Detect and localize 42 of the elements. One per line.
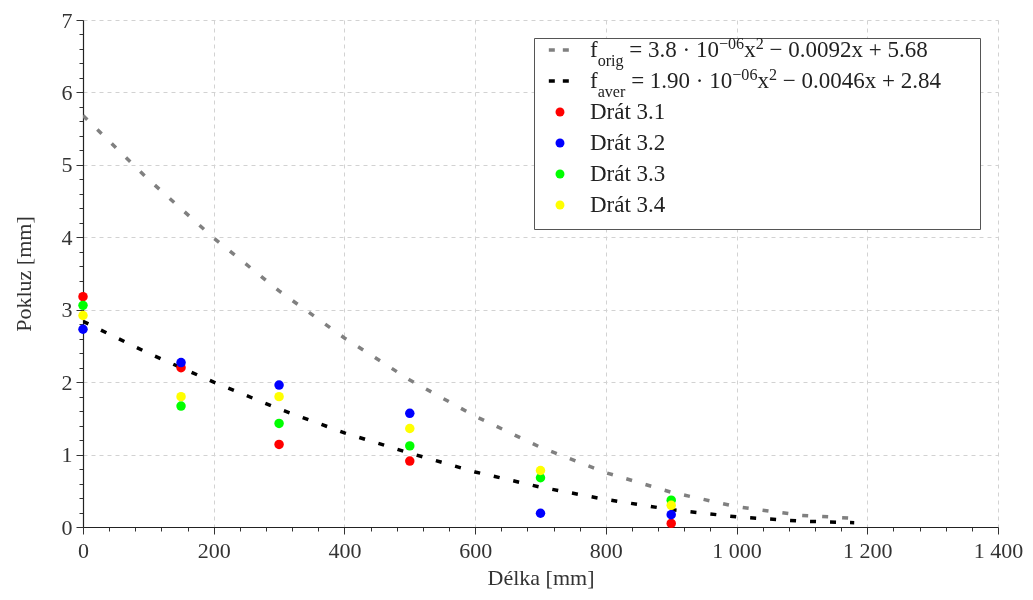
point <box>535 508 546 518</box>
point <box>78 300 88 311</box>
y-tick-label: 7 <box>61 7 73 33</box>
y-tick-label: 0 <box>61 514 73 540</box>
point <box>535 465 546 476</box>
x-tick-label: 0 <box>78 537 89 563</box>
legend-label: Drát 3.1 <box>590 99 666 124</box>
point <box>176 357 186 368</box>
point <box>666 509 676 520</box>
y-tick-label: 5 <box>61 152 73 178</box>
legend-label: Drát 3.2 <box>590 130 666 155</box>
point <box>274 439 284 450</box>
y-tick-label: 6 <box>61 79 73 105</box>
point <box>405 441 415 451</box>
point <box>176 391 186 402</box>
point <box>666 518 676 529</box>
point <box>274 391 284 402</box>
point <box>78 324 88 334</box>
y-tick-label: 4 <box>61 224 73 250</box>
x-tick-label: 1 000 <box>712 537 762 563</box>
point <box>405 456 415 466</box>
point <box>78 310 88 321</box>
point <box>274 380 284 390</box>
point <box>405 423 415 434</box>
x-tick-label: 1 200 <box>843 537 893 563</box>
x-tick-label: 600 <box>459 537 493 563</box>
x-tick-label: 400 <box>328 537 362 563</box>
y-tick-label: 1 <box>61 442 73 468</box>
x-tick-label: 1 400 <box>973 537 1024 563</box>
y-tick-label: 2 <box>61 369 73 395</box>
legend-label: Drát 3.3 <box>590 161 666 186</box>
legend-label: Drát 3.4 <box>590 192 666 217</box>
point <box>78 291 88 302</box>
x-tick-label: 200 <box>197 537 231 563</box>
y-axis-title: Pokluz [mm] <box>10 216 36 332</box>
x-tick-label: 800 <box>589 537 623 563</box>
point <box>405 408 415 419</box>
x-axis-title: Délka [mm] <box>487 564 595 590</box>
point <box>274 418 284 429</box>
point <box>176 401 186 411</box>
point <box>666 500 676 511</box>
y-tick-label: 3 <box>61 297 73 323</box>
